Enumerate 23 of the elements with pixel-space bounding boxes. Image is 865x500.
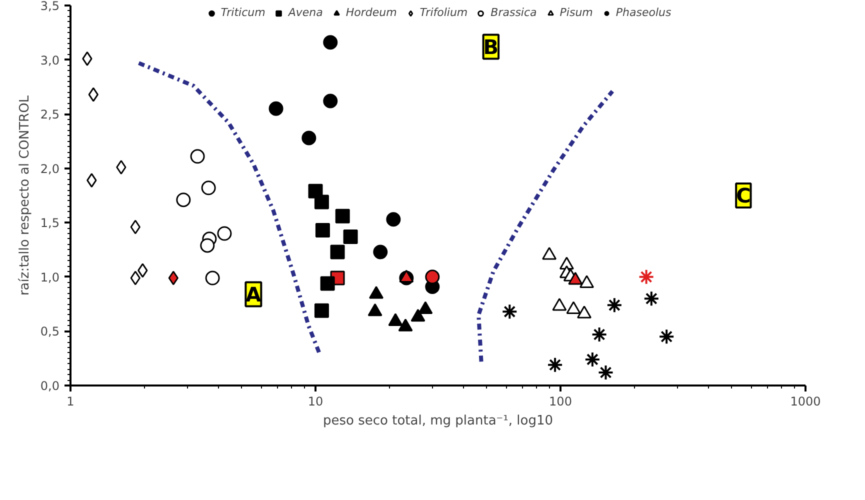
y-tick-label: 2,0 [40,162,60,176]
y-tick-label: 1,0 [40,270,60,284]
y-axis-title: raíz:tallo respecto al CONTROL [17,94,32,296]
annotation: C [736,184,751,208]
legend-label: Pisum [560,6,593,19]
legend-label: Hordeum [346,6,397,19]
x-tick-label: 100 [549,394,572,408]
y-tick-label: 1,5 [40,216,60,230]
legend-label: Brassica [490,6,537,19]
x-tick-label: 1000 [790,394,821,408]
annotation: B [483,34,499,59]
legend-label: Trifolium [420,6,468,19]
x-axis-title: peso seco total, mg planta⁻¹, log10 [323,414,553,428]
x-tick-label: 10 [308,394,324,408]
y-tick-label: 0,5 [40,324,60,339]
y-tick-label: 2,5 [40,108,60,122]
legend-label: Phaseolus [616,6,672,19]
legend-label: Avena [288,6,323,19]
x-tick-label: 1 [66,394,74,408]
y-tick-label: 3,5 [40,0,60,13]
legend-label: Triticum [220,6,266,19]
y-tick-label: 0,0 [40,379,60,393]
y-tick-label: 3,0 [40,53,60,68]
